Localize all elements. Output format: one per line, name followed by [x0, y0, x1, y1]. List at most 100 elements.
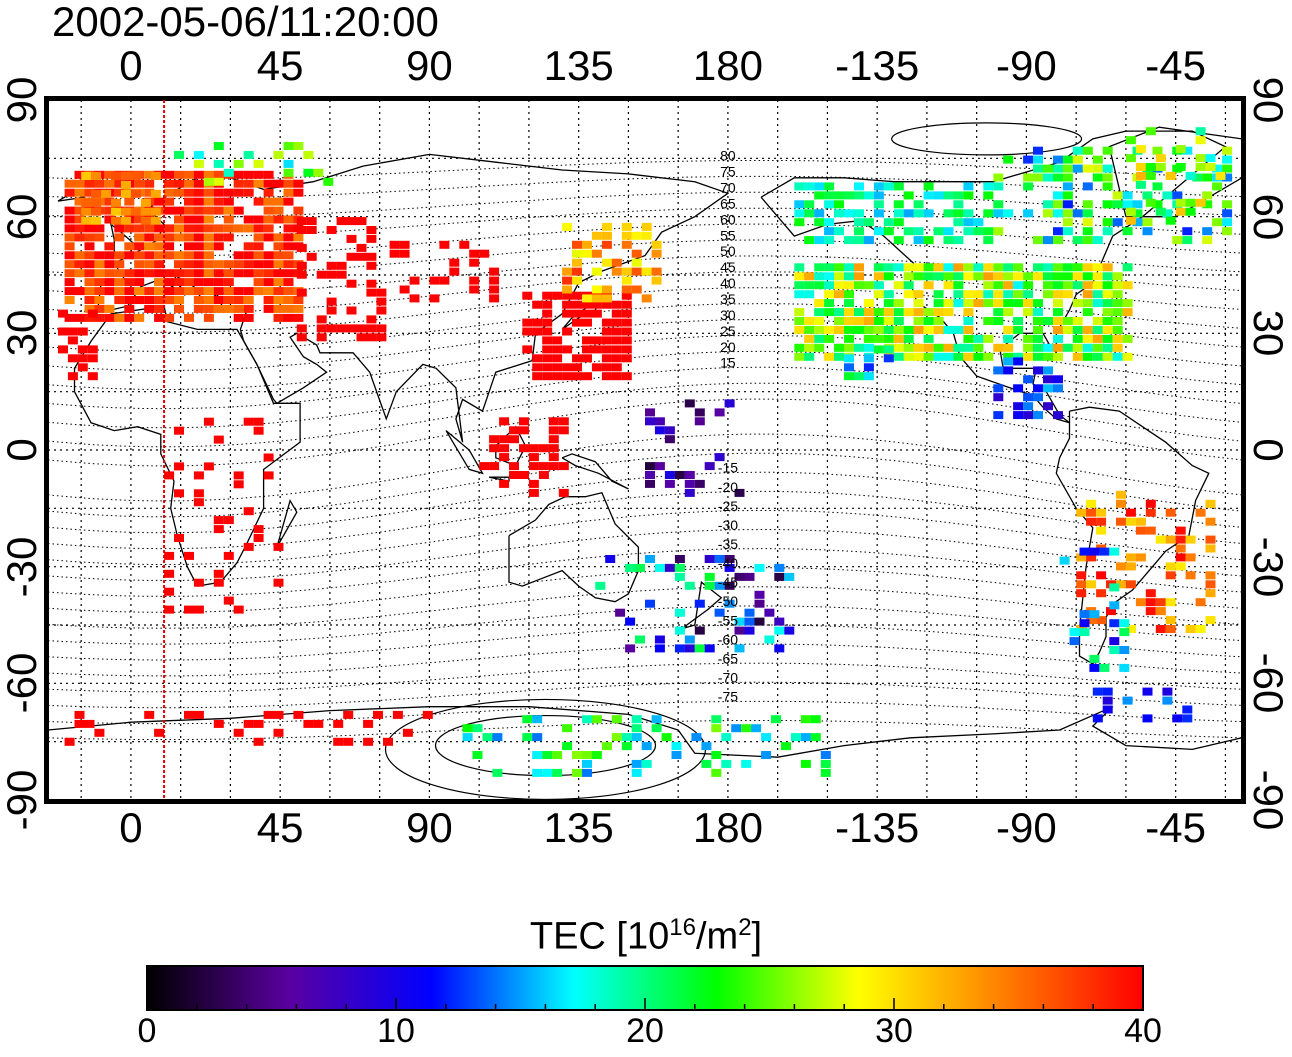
x-tick-label-top: 0 [119, 42, 143, 89]
tec-cell [74, 170, 85, 179]
tec-cell [1092, 334, 1103, 343]
tec-cell [601, 258, 612, 267]
y-tick-label-left: -30 [0, 536, 45, 598]
tec-cell [993, 263, 1004, 272]
tec-cell [134, 224, 145, 233]
tec-cell [144, 260, 155, 269]
tec-cell [1053, 281, 1063, 290]
tec-cell [193, 197, 204, 206]
x-tick-label-bottom: 45 [256, 804, 304, 851]
tec-cell [124, 251, 135, 260]
tec-cell [562, 724, 573, 733]
tec-cell [223, 551, 234, 560]
tec-cell [1145, 499, 1156, 508]
tec-cell [243, 215, 254, 224]
tec-cell [1222, 209, 1233, 218]
tec-cell [721, 733, 732, 742]
y-tick-label-left: -90 [0, 769, 45, 831]
tec-cell [74, 251, 85, 260]
tec-cell [1175, 207, 1186, 216]
tec-cell [1062, 182, 1073, 191]
tec-cell [761, 751, 772, 759]
tec-cell [854, 272, 864, 281]
tec-cell [273, 233, 284, 242]
tec-cell [893, 263, 904, 272]
tec-cell [1185, 171, 1196, 180]
tec-cell [552, 345, 563, 354]
tec-cell [1175, 526, 1186, 535]
tec-cell [164, 170, 175, 179]
tec-cell [1053, 173, 1063, 182]
tec-cell [1102, 325, 1113, 334]
tec-cell [631, 285, 642, 294]
tec-cell [834, 263, 844, 272]
tec-cell [223, 596, 234, 605]
tec-cell [1086, 580, 1097, 589]
tec-cell [1109, 646, 1120, 654]
tec-cell [316, 324, 327, 333]
tec-cell [273, 304, 284, 313]
tec-cell [532, 751, 543, 759]
tec-cell [542, 291, 553, 300]
tec-cell [844, 299, 854, 308]
tec-cell [1119, 619, 1130, 628]
tec-cell [114, 287, 125, 296]
tec-cell [1003, 281, 1014, 290]
tec-cell [1222, 227, 1233, 236]
tec-cell [983, 334, 994, 343]
tec-cell [1033, 325, 1043, 334]
tec-cell [1062, 290, 1073, 299]
tec-cell [233, 471, 244, 480]
tec-cell [1102, 299, 1113, 308]
tec-cell [1062, 218, 1073, 227]
tec-cell [81, 198, 92, 207]
tec-cell [1122, 308, 1133, 317]
tec-cell [293, 188, 304, 197]
tec-cell [754, 563, 765, 572]
tec-cell [582, 309, 592, 318]
tec-cell [671, 751, 682, 759]
tec-cell [383, 737, 393, 746]
tec-cell [674, 644, 685, 653]
tec-cell [283, 313, 294, 322]
tec-cell [993, 411, 1004, 420]
tec-cell [164, 233, 175, 242]
tec-cell [1013, 272, 1024, 281]
tec-cell [1092, 299, 1103, 308]
tec-cell [923, 325, 934, 334]
tec-cell [943, 352, 954, 361]
tec-cell [64, 269, 75, 278]
tec-cell [1162, 696, 1173, 705]
tec-cell [193, 242, 204, 251]
tec-cell [601, 336, 612, 345]
tec-cell [87, 309, 98, 318]
tec-cell [203, 260, 214, 269]
tec-cell [77, 354, 88, 363]
tec-cell [1043, 272, 1053, 281]
tec-cell [283, 269, 294, 278]
tec-cell [1023, 352, 1034, 361]
tec-cell [854, 209, 864, 218]
tec-cell [233, 287, 244, 296]
tec-cell [296, 217, 307, 226]
tec-cell [794, 343, 805, 352]
tec-cell [933, 343, 944, 352]
tec-cell [124, 224, 135, 233]
tec-cell [645, 417, 655, 426]
tec-cell [1112, 218, 1123, 227]
tec-cell [993, 281, 1004, 290]
tec-cell [184, 313, 194, 322]
tec-cell [528, 462, 539, 471]
tec-cell [184, 710, 194, 719]
tec-cell [804, 209, 815, 218]
tec-cell [376, 324, 387, 333]
tec-cell [983, 317, 994, 325]
tec-cell [1062, 343, 1073, 352]
tec-cell [1092, 343, 1103, 352]
tec-cell [429, 294, 440, 303]
tec-cell [1033, 173, 1043, 182]
tec-cell [459, 240, 470, 249]
tec-cell [184, 605, 194, 614]
tec-cell [953, 281, 964, 290]
tec-cell [601, 372, 612, 381]
